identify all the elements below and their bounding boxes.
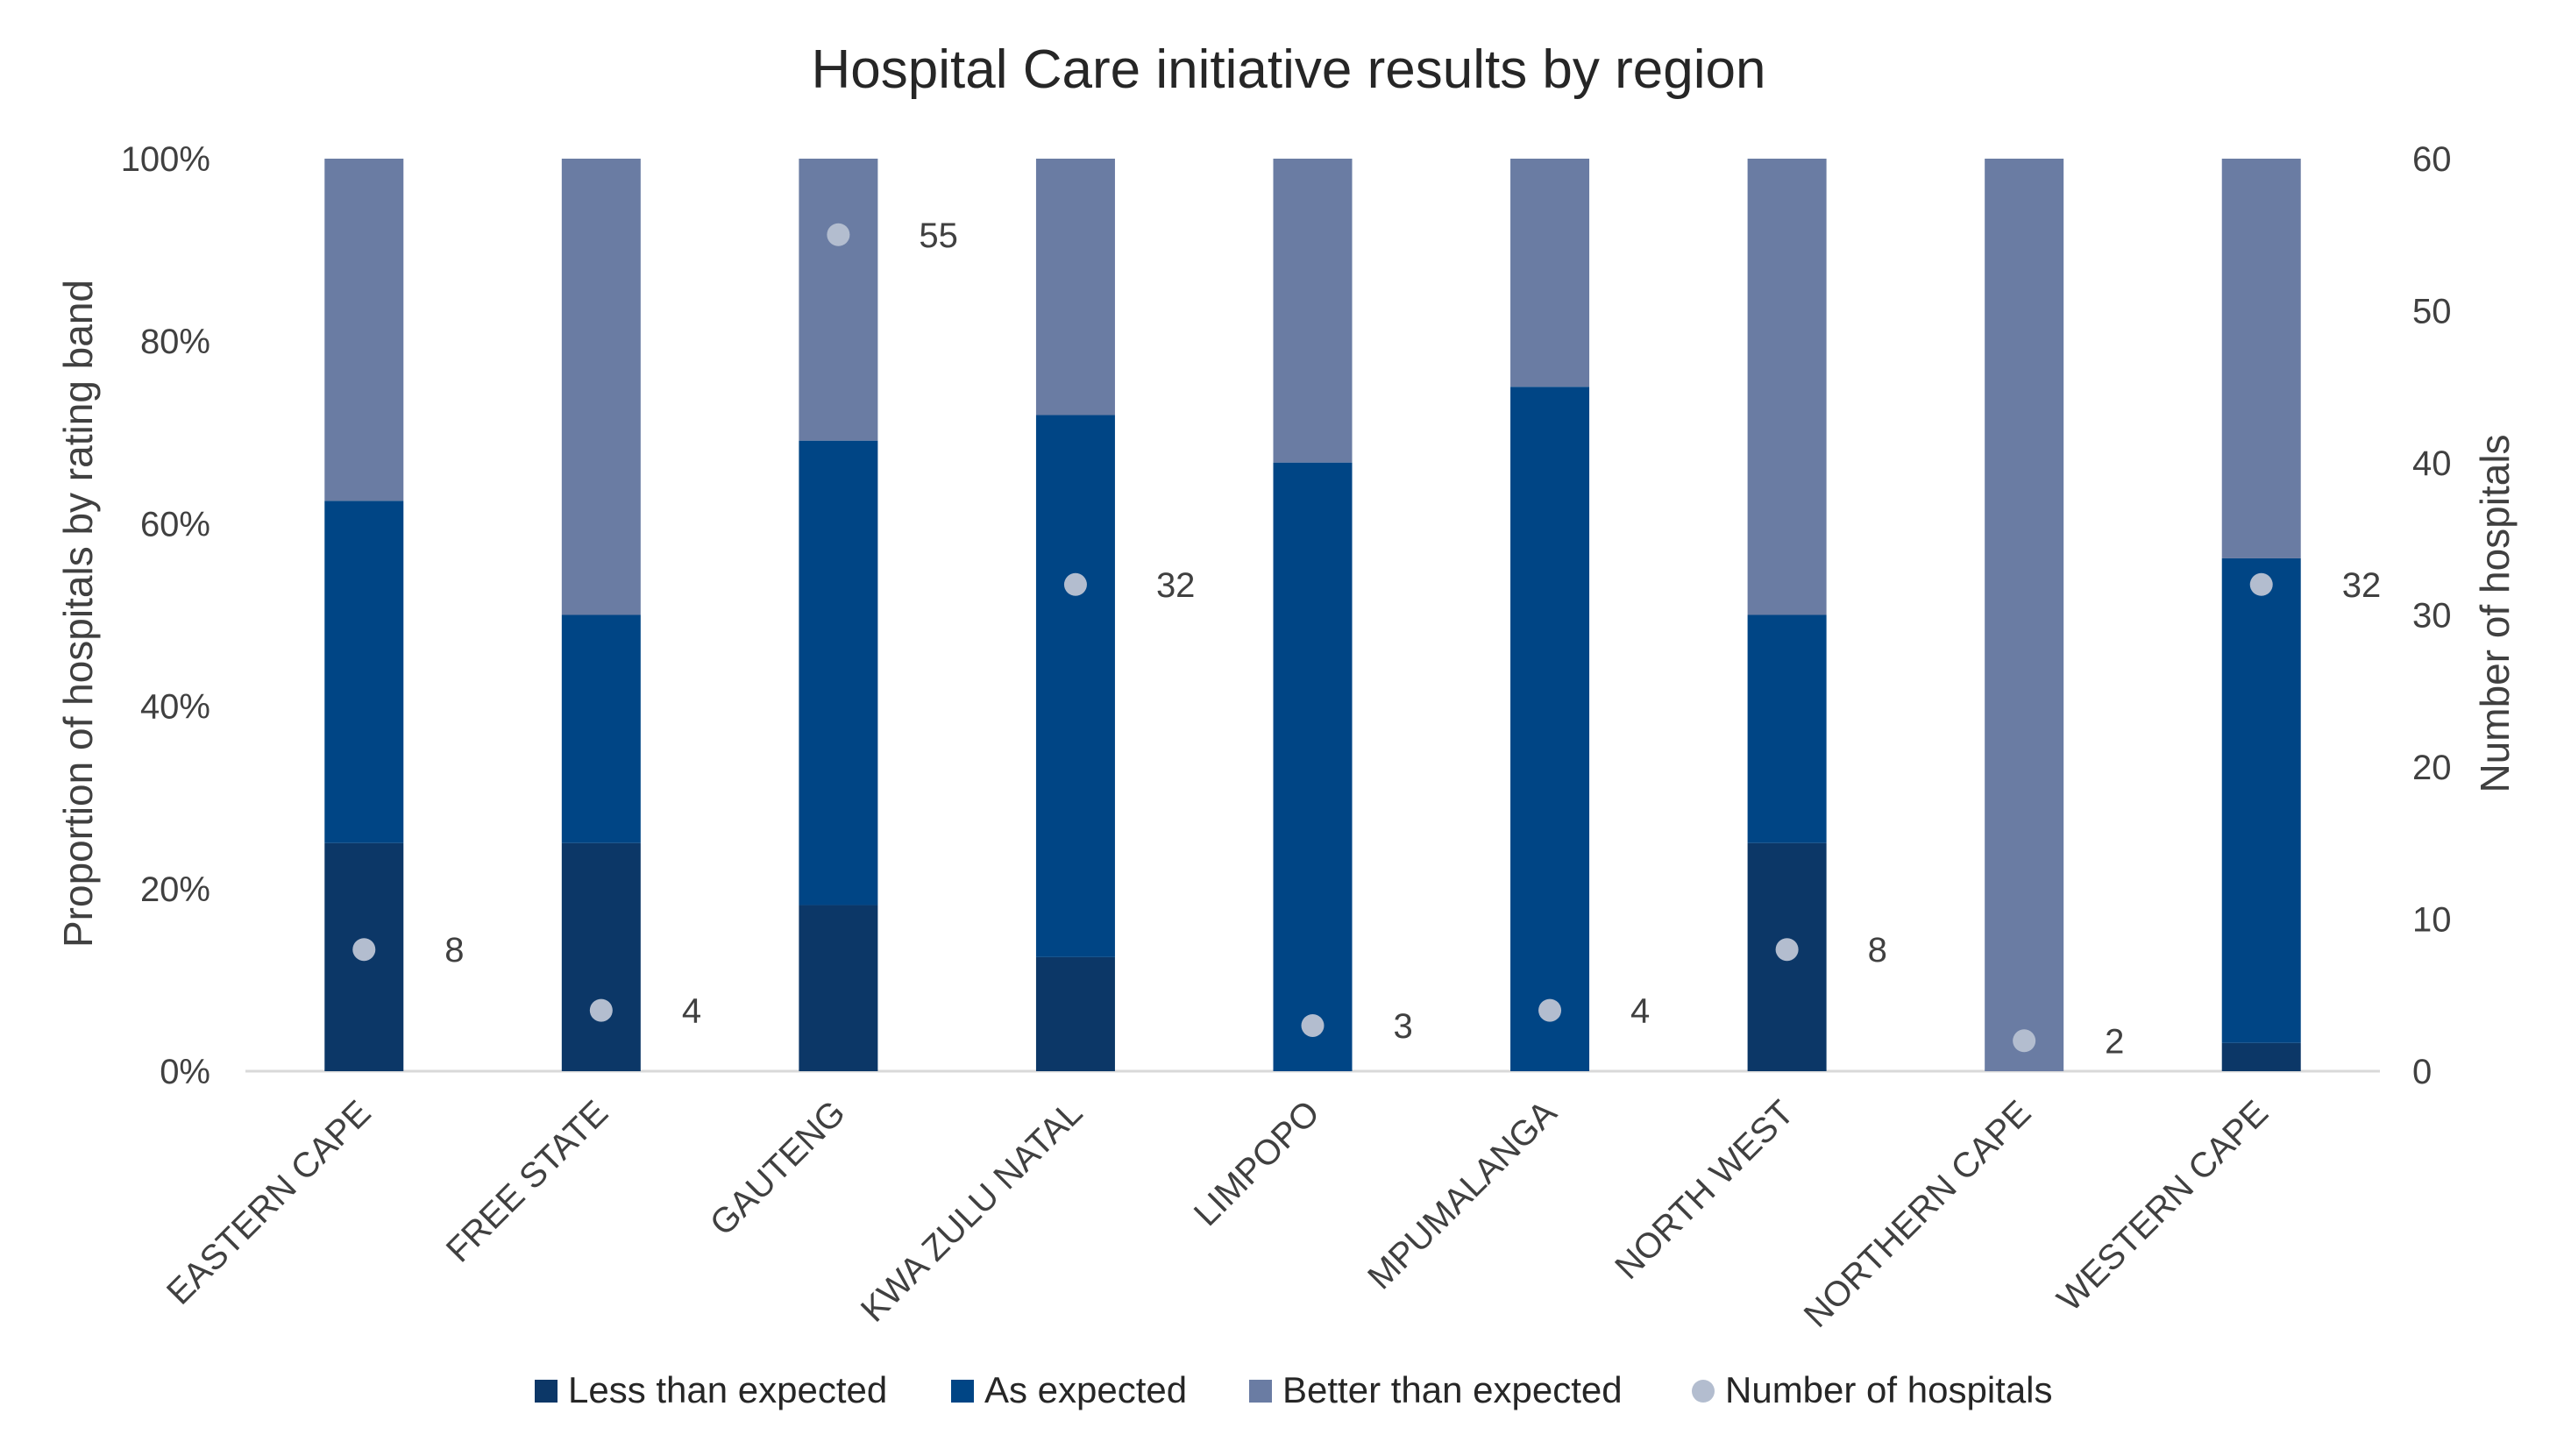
legend-label: As expected <box>984 1369 1187 1410</box>
y-tick-label: 60% <box>140 505 210 543</box>
category-label: KWA ZULU NATAL <box>854 1093 1090 1329</box>
bars-group <box>324 159 2301 1071</box>
data-label: 32 <box>1156 566 1196 605</box>
bar-segment <box>799 905 878 1071</box>
bar-segment <box>561 159 641 615</box>
y2-tick-label: 20 <box>2412 749 2452 787</box>
category-label: EASTERN CAPE <box>160 1093 379 1312</box>
hospital-count-marker <box>1063 572 1087 596</box>
hospital-count-marker <box>827 223 850 246</box>
legend: Less than expected As expected Better than… <box>535 1369 2053 1410</box>
category-label: GAUTENG <box>703 1093 853 1243</box>
chart-title: Hospital Care initiative results by regi… <box>812 39 1766 100</box>
legend-swatch <box>535 1380 558 1403</box>
y2-tick-label: 0 <box>2412 1053 2432 1091</box>
y-axis-title: Proportion of hospitals by rating band <box>55 280 101 948</box>
bar-segment <box>1273 159 1353 463</box>
category-label: WESTERN CAPE <box>2050 1093 2276 1318</box>
y-tick-label: 100% <box>121 140 210 179</box>
data-label: 2 <box>2105 1022 2124 1061</box>
y2-tick-label: 50 <box>2412 293 2452 331</box>
data-label: 4 <box>682 992 701 1031</box>
data-label: 55 <box>919 217 958 255</box>
y-tick-label: 80% <box>140 323 210 361</box>
category-label: NORTHERN CAPE <box>1797 1093 2039 1335</box>
bar-segment <box>1510 387 1590 1071</box>
y-tick-label: 40% <box>140 688 210 727</box>
bar-segment <box>2221 558 2301 1043</box>
bar-segment <box>799 159 878 441</box>
category-label: FREE STATE <box>439 1093 615 1269</box>
category-labels: EASTERN CAPE FREE STATE GAUTENG KWA ZULU NA… <box>160 1093 2276 1335</box>
legend-label: Less than expected <box>568 1369 887 1410</box>
legend-label: Number of hospitals <box>1725 1369 2053 1410</box>
y2-tick-label: 60 <box>2412 140 2452 179</box>
bar-segment <box>1035 415 1115 957</box>
category-label: LIMPOPO <box>1187 1093 1327 1233</box>
y-tick-label: 20% <box>140 870 210 909</box>
bar-segment <box>2221 159 2301 558</box>
bar-segment <box>1510 159 1590 387</box>
hospital-count-marker <box>1775 938 1799 962</box>
data-label: 8 <box>444 931 464 969</box>
bar-segment <box>2221 1042 2301 1071</box>
legend-swatch <box>1692 1380 1715 1403</box>
data-label: 4 <box>1630 992 1650 1031</box>
category-label: MPUMALANGA <box>1360 1093 1565 1297</box>
bar-segment <box>1035 956 1115 1071</box>
bar-segment <box>324 159 404 501</box>
hospital-count-marker <box>2013 1029 2036 1053</box>
bar-segment <box>1985 159 2064 1071</box>
y2-axis-title: Number of hospitals <box>2472 434 2518 792</box>
legend-label: Better than expected <box>1282 1369 1623 1410</box>
bar-segment <box>561 614 641 843</box>
bar-segment <box>1747 614 1827 843</box>
bar-segment <box>1747 159 1827 615</box>
y2-axis-ticks: 0 10 20 30 40 50 60 <box>2412 140 2452 1091</box>
category-label: NORTH WEST <box>1608 1093 1801 1287</box>
y-axis-ticks: 0% 20% 40% 60% 80% 100% <box>121 140 210 1091</box>
hospital-count-marker <box>2249 572 2273 596</box>
hospital-count-marker <box>1538 998 1562 1022</box>
bar-segment <box>1273 462 1353 1071</box>
legend-swatch <box>951 1380 974 1403</box>
bar-segment <box>561 842 641 1071</box>
bar-segment <box>324 501 404 843</box>
hospital-count-marker <box>589 998 613 1022</box>
bar-segment <box>799 440 878 906</box>
y2-tick-label: 40 <box>2412 444 2452 483</box>
hospital-count-marker <box>1301 1013 1325 1037</box>
markers-group: 8 4 55 32 3 4 8 2 32 <box>352 217 2382 1061</box>
y2-tick-label: 10 <box>2412 901 2452 940</box>
legend-swatch <box>1249 1380 1272 1403</box>
y-tick-label: 0% <box>160 1053 210 1091</box>
y2-tick-label: 30 <box>2412 597 2452 636</box>
bar-segment <box>1035 159 1115 415</box>
data-label: 8 <box>1868 931 1887 969</box>
hospital-count-marker <box>352 938 376 962</box>
data-label: 3 <box>1394 1007 1413 1046</box>
data-label: 32 <box>2342 566 2382 605</box>
